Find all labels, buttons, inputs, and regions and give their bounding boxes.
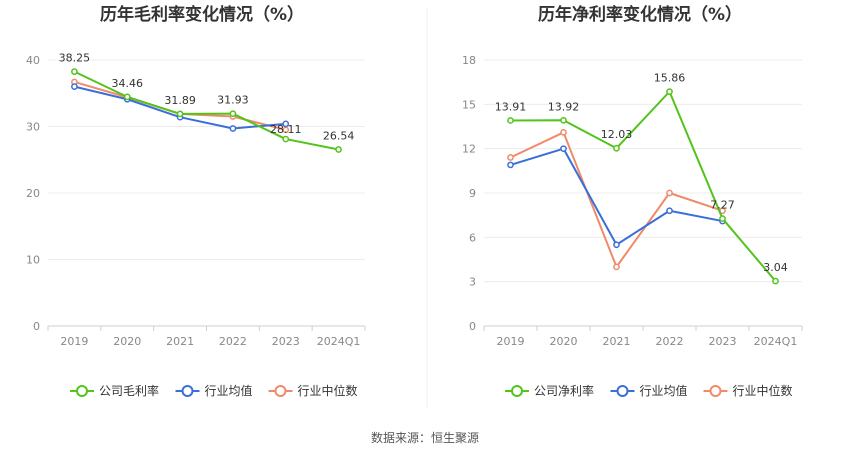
legend-label: 行业中位数 [298,383,358,398]
series-line-1 [510,90,777,282]
legend-label: 行业均值 [640,383,688,398]
data-point [176,110,184,118]
y-tick-label: 10 [26,254,40,267]
series-line-1 [73,70,339,151]
x-tick-label: 2020 [550,335,578,348]
data-label: 7.27 [710,199,735,212]
x-tick-label: 2021 [603,335,631,348]
legend-marker [274,385,287,397]
legend-marker [181,385,194,397]
chart-panel-1: 历年毛利率变化情况（%） 0 10 20 30 40 2019 2020 2021 2022 202… [26,4,366,398]
x-tick-label: 2021 [166,335,194,348]
x-tick-label: 2023 [709,335,737,348]
data-point [560,116,567,124]
legend-item-1: 公司净利率 [505,383,594,398]
data-point [71,83,78,90]
legend-marker [616,385,629,397]
data-point [229,110,237,118]
data-label: 13.91 [495,100,527,113]
legend-item-1: 公司毛利率 [70,383,159,398]
data-point [666,189,673,197]
data-label: 3.04 [763,261,788,274]
data-label: 38.25 [59,52,91,65]
data-point [719,215,726,222]
data-point [560,145,567,153]
legend-marker [709,385,722,397]
data-label: 15.86 [654,72,686,85]
series-line-2 [510,147,723,246]
legend-item-3: 行业中位数 [268,383,358,398]
x-tick-label: 2022 [219,335,247,348]
data-label: 31.93 [217,94,249,107]
chart-panel-2: 历年净利率变化情况（%） 0 3 6 9 12 15 18 2019 2020 2021 2022 20… [462,4,803,398]
x-tick-label: 2019 [60,335,88,348]
data-point [613,144,620,152]
data-point [666,88,673,95]
data-label: 13.92 [548,100,580,113]
data-point [282,135,290,143]
legend-item-2: 行业均值 [610,383,688,398]
data-point [123,93,131,101]
legend-item-2: 行业均值 [175,383,253,398]
x-tick-label: 2019 [497,335,525,348]
y-tick-label: 30 [26,121,40,134]
data-point [282,126,290,134]
legend-label: 公司毛利率 [99,383,159,398]
y-tick-label: 40 [26,54,40,67]
data-point [71,68,78,75]
y-tick-label: 15 [462,98,476,111]
y-tick-label: 6 [469,231,476,244]
x-tick-label: 2023 [272,335,300,348]
data-point [613,263,620,271]
data-point [507,161,514,169]
y-tick-label: 9 [469,187,476,200]
y-tick-label: 3 [469,276,476,289]
data-point [560,129,567,136]
x-tick-label: 2020 [113,335,141,348]
data-label: 28.11 [270,123,302,136]
legend-label: 公司净利率 [534,383,594,398]
legend-label: 行业均值 [205,383,253,398]
x-tick-label: 2022 [656,335,684,348]
data-point [335,146,342,153]
y-tick-label: 20 [26,187,40,200]
chart-title: 历年毛利率变化情况（%） [100,4,304,25]
data-point [666,207,673,215]
data-label: 34.46 [112,77,144,90]
data-point [772,277,779,285]
y-tick-label: 0 [33,320,40,333]
data-source-text: 数据来源：恒生聚源 [371,430,479,445]
data-label: 31.89 [164,94,196,107]
y-tick-label: 12 [462,143,476,156]
data-point [282,120,290,128]
x-tick-label: 2024Q1 [317,335,361,348]
y-tick-label: 0 [469,320,476,333]
data-label: 26.54 [323,130,355,143]
legend-marker [76,385,88,397]
legend-item-3: 行业中位数 [703,383,793,398]
data-label: 12.03 [601,128,633,141]
y-tick-label: 18 [462,54,476,67]
data-point [507,117,514,124]
legend-label: 行业中位数 [733,383,793,398]
chart-title: 历年净利率变化情况（%） [538,4,742,25]
data-point [507,154,514,161]
legend-marker [511,385,523,397]
data-point [613,241,620,249]
x-tick-label: 2024Q1 [754,335,798,348]
data-point [229,125,237,132]
